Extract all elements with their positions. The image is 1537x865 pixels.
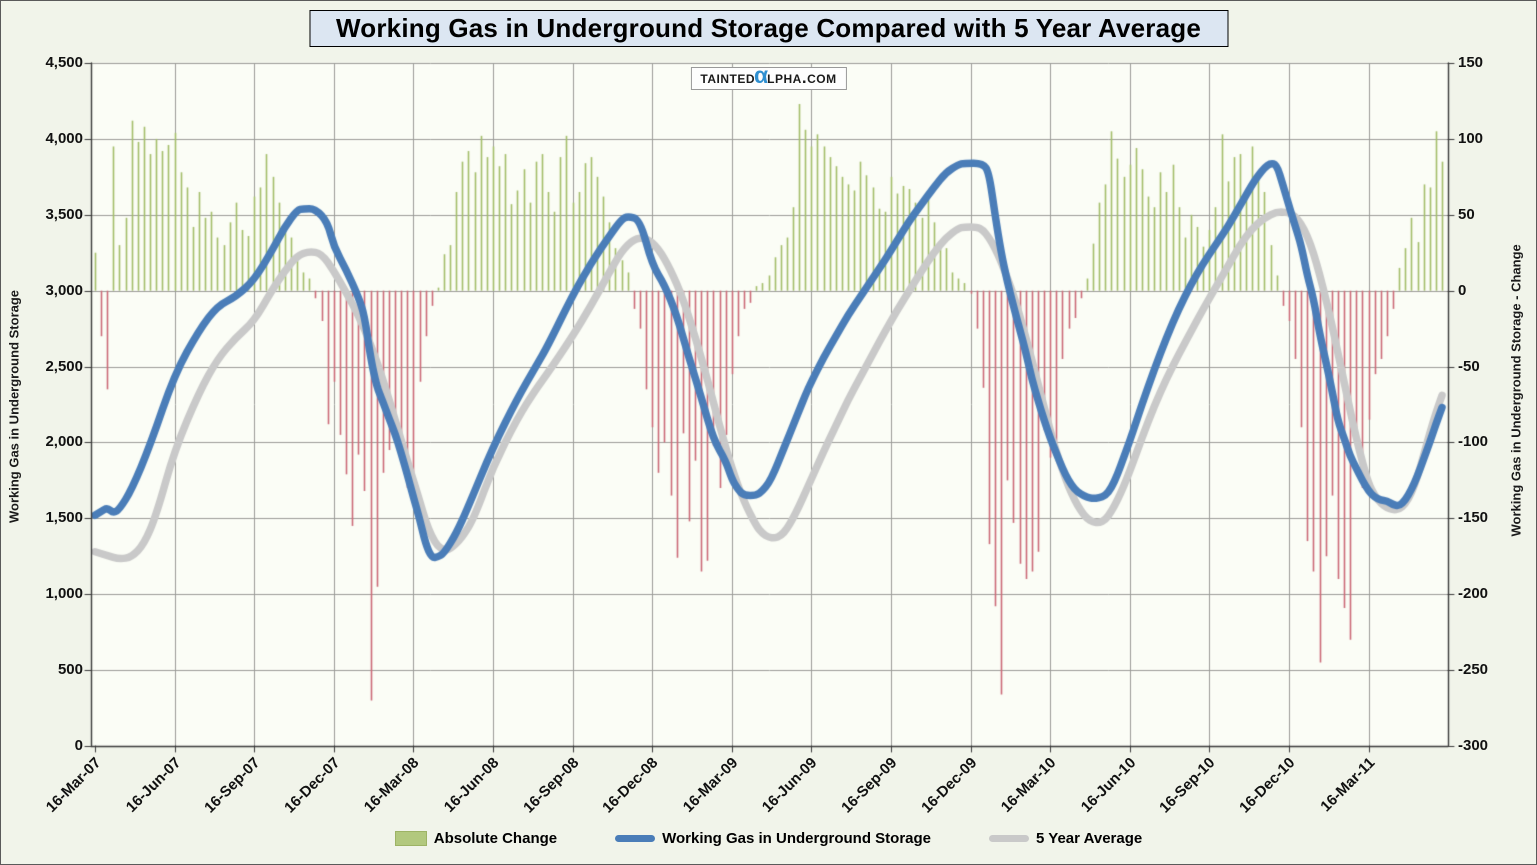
y-axis-right-tick-label: -300 xyxy=(1458,737,1489,754)
watermark-badge: Taintedαlpha.com xyxy=(690,64,847,90)
y-axis-right-tick-label: -200 xyxy=(1458,585,1489,603)
legend-item-absolute-change: Absolute Change xyxy=(394,830,558,847)
y-axis-left-tick-label: 4,500 xyxy=(45,54,83,71)
y-axis-right-tick-label: -250 xyxy=(1458,661,1489,679)
y-axis-right-tick-label: -150 xyxy=(1458,509,1489,527)
legend-label: Absolute Change xyxy=(433,830,558,847)
y-axis-left-tick-label: 3,000 xyxy=(45,281,83,299)
legend-blue-line-swatch-icon xyxy=(615,835,656,842)
y-axis-left-tick-label: 500 xyxy=(57,661,83,679)
watermark-text-1: Tainted xyxy=(700,68,756,87)
alpha-logo-icon: α xyxy=(754,62,769,88)
y-axis-right-tick-label: 150 xyxy=(1458,54,1484,71)
y-axis-left-tick-label: 2,000 xyxy=(45,433,83,451)
legend-bar-swatch-icon xyxy=(394,831,427,846)
legend: Absolute Change Working Gas in Undergrou… xyxy=(1,830,1536,847)
y-axis-right-tick-label: 50 xyxy=(1458,205,1475,223)
legend-item-5yr-average: 5 Year Average xyxy=(989,830,1142,847)
legend-gray-line-swatch-icon xyxy=(989,835,1030,842)
y-axis-left-tick-label: 1,000 xyxy=(45,585,83,603)
legend-label: 5 Year Average xyxy=(1036,830,1143,847)
y-axis-left-tick-label: 4,000 xyxy=(45,129,83,147)
y-axis-left-title: Working Gas in Underground Storage xyxy=(6,289,22,524)
y-axis-right-tick-label: 0 xyxy=(1458,281,1467,299)
legend-label: Working Gas in Underground Storage xyxy=(662,830,932,847)
y-axis-right-tick-label: 100 xyxy=(1458,129,1484,147)
y-axis-right-title: Working Gas in Underground Storage - Cha… xyxy=(1508,244,1524,537)
y-axis-right-tick-label: -100 xyxy=(1458,433,1489,451)
y-axis-left-tick-label: 0 xyxy=(74,737,83,754)
chart-title: Working Gas in Underground Storage Compa… xyxy=(308,10,1229,47)
y-axis-left-tick-label: 2,500 xyxy=(45,357,83,375)
y-axis-right-tick-label: -50 xyxy=(1458,357,1480,375)
watermark-text-2: lpha.com xyxy=(767,68,837,87)
y-axis-left-tick-label: 1,500 xyxy=(45,509,83,527)
legend-item-storage: Working Gas in Underground Storage xyxy=(615,830,931,847)
y-axis-left-tick-label: 3,500 xyxy=(45,205,83,223)
